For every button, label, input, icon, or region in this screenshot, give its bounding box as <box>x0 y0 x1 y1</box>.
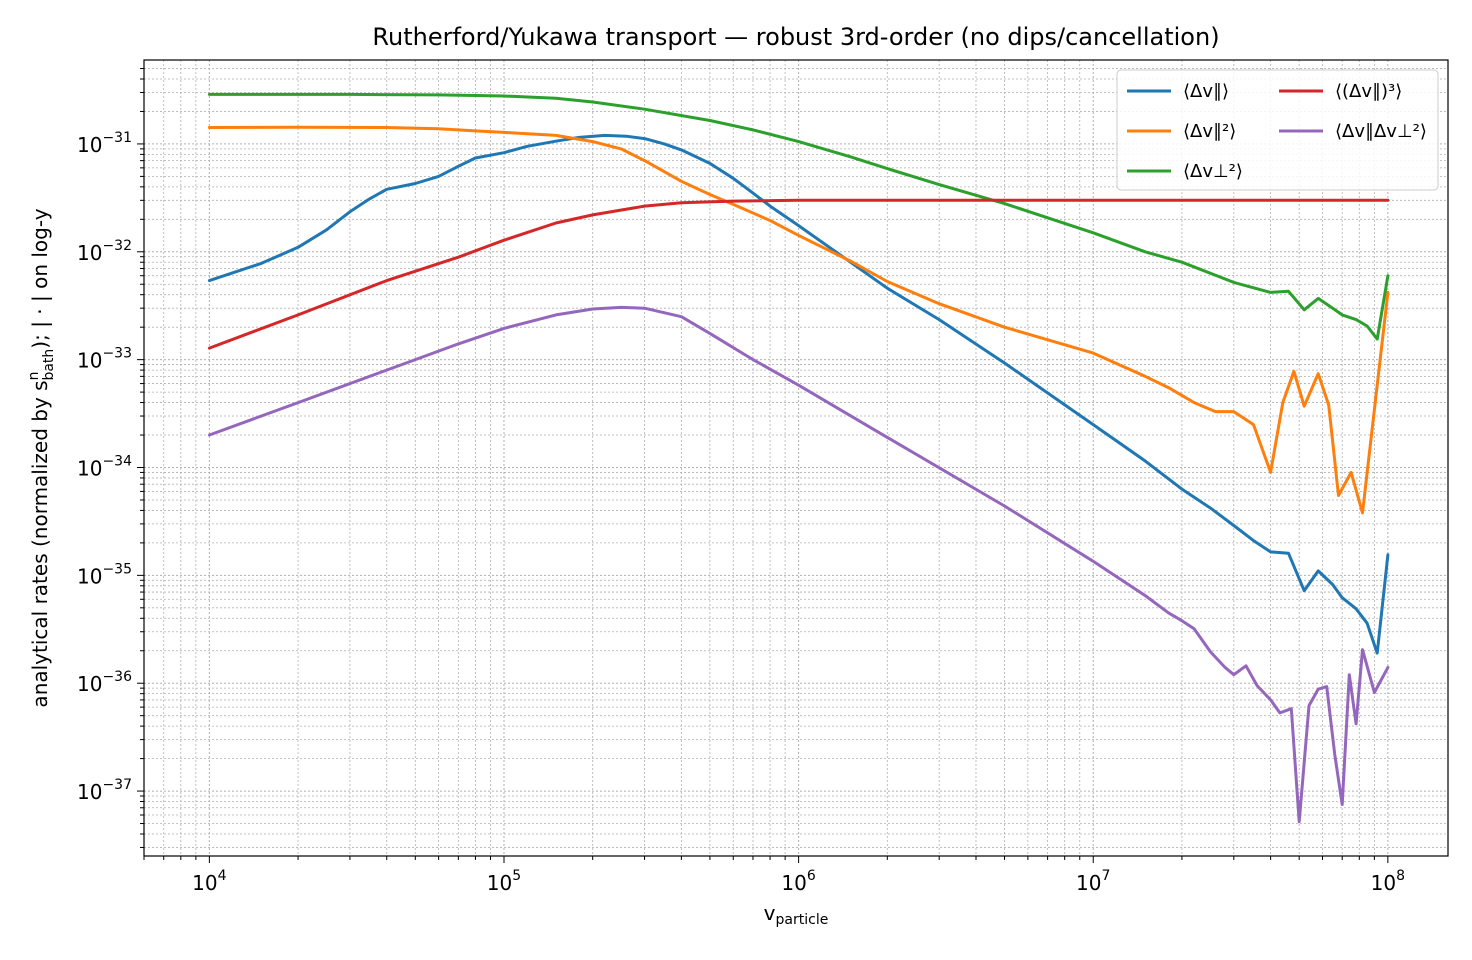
legend-box <box>1116 69 1439 191</box>
series-line-1 <box>207 133 1390 655</box>
y-tick-label: 10−32 <box>77 238 132 265</box>
legend-label: ⟨Δv∥Δv⊥²⟩ <box>1335 121 1427 142</box>
y-tick-label: 10−35 <box>77 561 132 588</box>
series-line-3 <box>207 92 1390 341</box>
legend-label: ⟨Δv∥²⟩ <box>1183 121 1236 142</box>
x-tick-label: 107 <box>1076 868 1110 895</box>
legend-label: ⟨Δv∥⟩ <box>1183 81 1229 102</box>
y-axis-label: analytical rates (normalized by snbath);… <box>26 208 57 707</box>
y-tick-label: 10−34 <box>77 453 132 480</box>
x-tick-label: 105 <box>487 868 521 895</box>
y-tick-label: 10−37 <box>77 777 132 804</box>
x-tick-label: 108 <box>1371 868 1405 895</box>
legend-label: ⟨Δv⊥²⟩ <box>1183 161 1243 182</box>
x-tick-label: 106 <box>781 868 815 895</box>
series-line-5 <box>207 305 1390 824</box>
x-axis-label: vparticle <box>764 901 829 928</box>
y-tick-label: 10−31 <box>77 130 132 157</box>
x-tick-label: 104 <box>192 868 226 895</box>
chart-title: Rutherford/Yukawa transport — robust 3rd… <box>372 23 1219 51</box>
series-line-4 <box>207 198 1390 350</box>
series-lines <box>207 92 1390 824</box>
y-tick-label: 10−36 <box>77 669 132 696</box>
axis-ticks: 104 105 106 107 108 10−37 10−36 10−35 10−34 10−33… <box>77 68 1405 895</box>
legend-label: ⟨(Δv∥)³⟩ <box>1335 81 1402 102</box>
series-line-2 <box>207 125 1390 515</box>
plot-frame <box>143 59 1449 857</box>
y-tick-label: 10−33 <box>77 346 132 373</box>
legend: ⟨Δv∥⟩ ⟨Δv∥²⟩ ⟨Δv⊥²⟩ ⟨(Δv∥)³⟩ ⟨Δv∥Δv⊥²⟩ <box>1116 69 1439 191</box>
grid <box>143 60 1448 856</box>
